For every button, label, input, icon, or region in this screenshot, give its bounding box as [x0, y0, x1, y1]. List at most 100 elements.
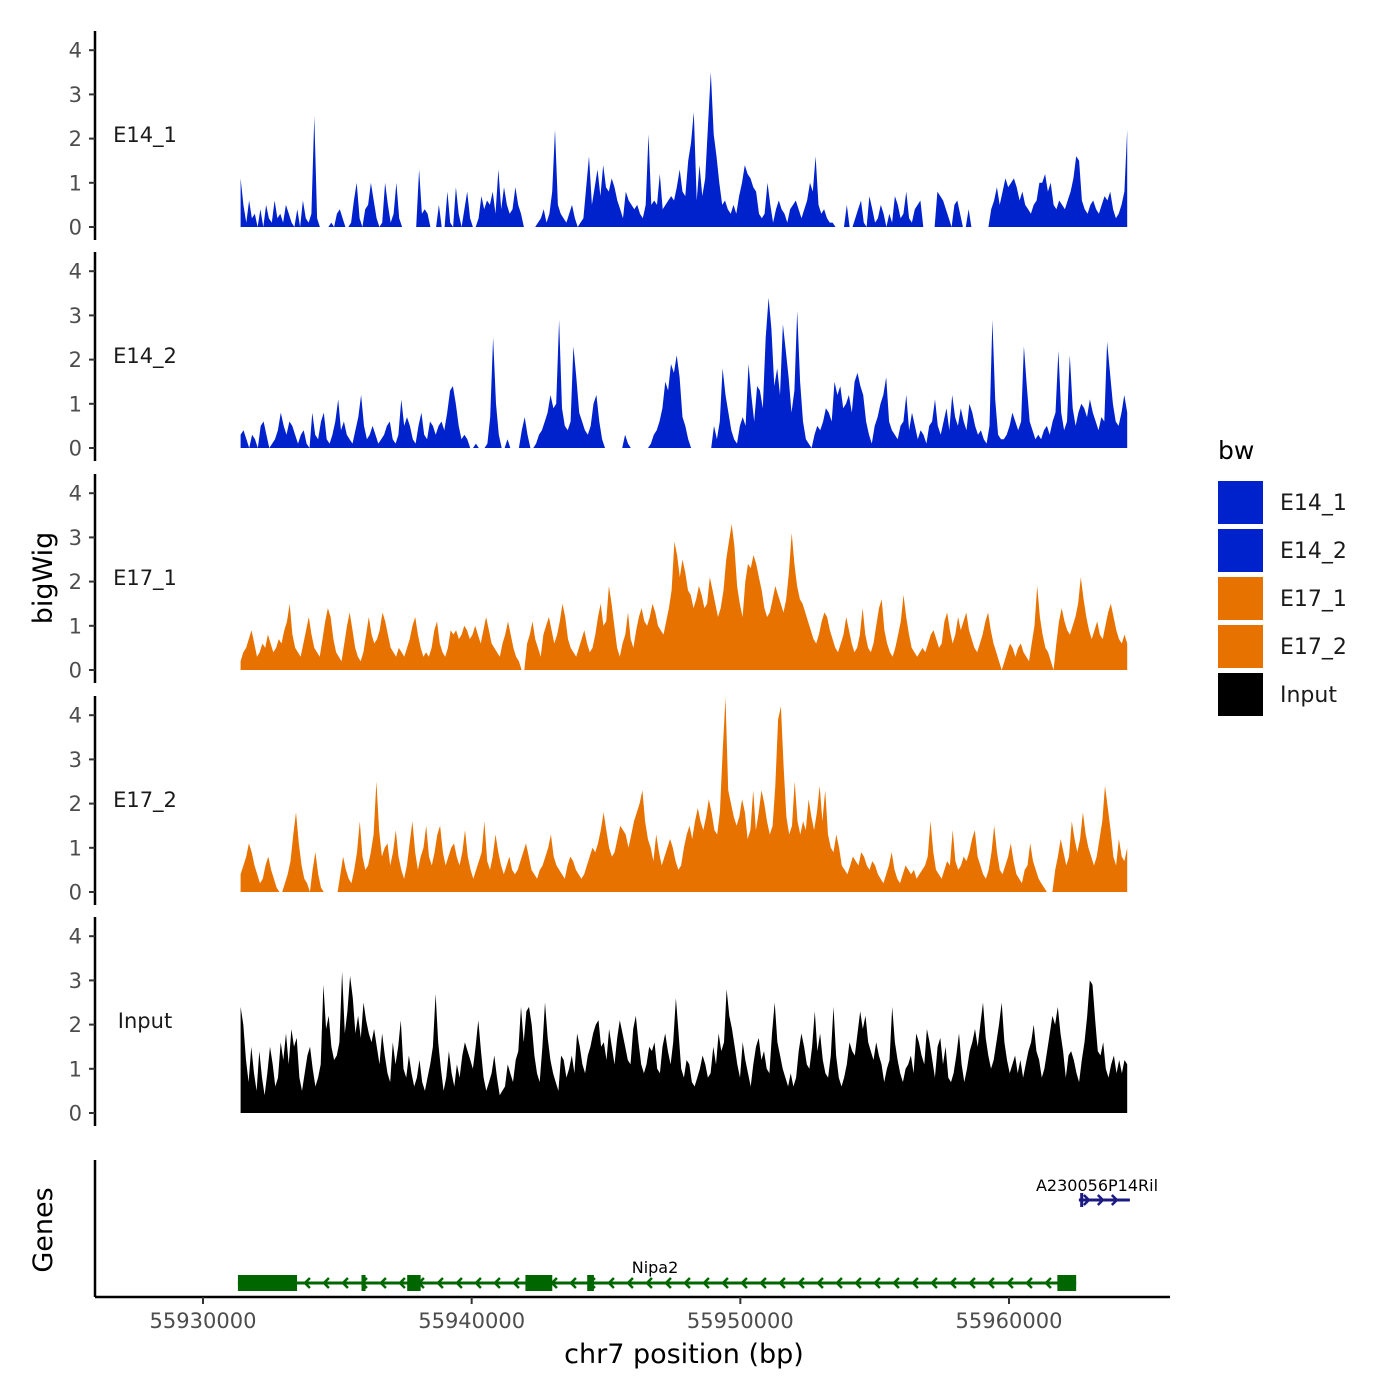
x-tick-label: 55960000: [956, 1309, 1063, 1333]
strand-arrow: [721, 1277, 729, 1289]
strand-arrow: [702, 1277, 710, 1289]
x-axis-title: chr7 position (bp): [564, 1339, 804, 1370]
track-Input: 0 1 2 3 4 Input: [69, 917, 1128, 1126]
strand-arrow: [645, 1277, 653, 1289]
strand-arrow: [1096, 1194, 1105, 1206]
gene-Nipa2: Nipa2: [237, 1258, 1077, 1291]
strand-arrow: [322, 1277, 330, 1289]
signal-area-Input: [240, 971, 1128, 1113]
y-tick-label: 0: [69, 437, 82, 461]
track-E14_2: 0 1 2 3 4 E14_2: [69, 252, 1128, 461]
strand-arrow: [987, 1277, 995, 1289]
x-axis: 55930000 55940000 55950000 55960000: [95, 1295, 1170, 1333]
legend-entry-E17_1: E17_1: [1218, 577, 1347, 620]
strand-arrow: [1025, 1277, 1033, 1289]
signal-area-E14_2: [240, 297, 1128, 448]
strand-arrow: [341, 1277, 349, 1289]
strand-arrow: [949, 1277, 957, 1289]
y-tick-label: 1: [69, 614, 82, 638]
y-tick-label: 1: [69, 171, 82, 195]
gene-label-A230056P14Rik: A230056P14Ril: [1036, 1176, 1158, 1195]
x-tick-label: 55930000: [150, 1309, 257, 1333]
y-tick-label: 1: [69, 836, 82, 860]
strand-arrow: [455, 1277, 463, 1289]
genes-layer: Nipa2 A230056P14Ril: [93, 1160, 1158, 1297]
strand-arrow: [379, 1277, 387, 1289]
strand-arrow: [911, 1277, 919, 1289]
exon: [1057, 1275, 1077, 1291]
y-tick-label: 2: [69, 127, 82, 151]
legend-swatch: [1218, 481, 1263, 524]
strand-arrow: [1006, 1277, 1014, 1289]
exon: [1080, 1193, 1084, 1207]
gene-A230056P14Rik: A230056P14Ril: [1036, 1176, 1158, 1207]
y-tick-label: 2: [69, 570, 82, 594]
y-tick-label: 3: [69, 969, 82, 993]
signal-area-E17_1: [240, 524, 1128, 670]
y-tick-label: 3: [69, 748, 82, 772]
y-tick-label: 0: [69, 1102, 82, 1126]
y-tick-label: 2: [69, 1013, 82, 1037]
y-tick-label: 4: [69, 39, 82, 63]
legend-title: bw: [1218, 436, 1254, 465]
strand-arrow: [1110, 1194, 1119, 1206]
y-tick-label: 3: [69, 526, 82, 550]
track-label-E14_1: E14_1: [113, 123, 177, 148]
legend-label: E14_2: [1280, 539, 1347, 564]
strand-arrow: [1082, 1194, 1091, 1206]
exon: [587, 1275, 594, 1291]
legend-label: E17_1: [1280, 587, 1347, 612]
strand-arrow: [664, 1277, 672, 1289]
exon: [407, 1275, 421, 1291]
legend-label: Input: [1280, 683, 1337, 708]
strand-arrow: [740, 1277, 748, 1289]
strand-arrow: [569, 1277, 577, 1289]
legend-entry-E14_1: E14_1: [1218, 481, 1347, 524]
legend-swatch: [1218, 577, 1263, 620]
y-tick-label: 0: [69, 216, 82, 240]
strand-arrow: [303, 1277, 311, 1289]
y-tick-label: 4: [69, 925, 82, 949]
x-tick-label: 55940000: [418, 1309, 525, 1333]
exon: [237, 1275, 298, 1291]
strand-arrow: [1044, 1277, 1052, 1289]
y-tick-label: 3: [69, 83, 82, 107]
strand-arrow: [512, 1277, 520, 1289]
gene-panel-title: Genes: [28, 1187, 59, 1272]
y-tick-label: 1: [69, 392, 82, 416]
exon: [361, 1275, 366, 1291]
strand-arrow: [398, 1277, 406, 1289]
strand-arrow: [436, 1277, 444, 1289]
track-label-Input: Input: [118, 1009, 172, 1033]
legend-swatch: [1218, 529, 1263, 572]
legend-entry-Input: Input: [1218, 673, 1337, 716]
strand-arrow: [683, 1277, 691, 1289]
strand-arrow: [474, 1277, 482, 1289]
signal-area-E14_1: [240, 72, 1128, 227]
gene-label-Nipa2: Nipa2: [632, 1258, 679, 1277]
track-E14_1: 0 1 2 3 4 E14_1: [69, 31, 1128, 240]
strand-arrow: [493, 1277, 501, 1289]
y-tick-label: 4: [69, 260, 82, 284]
track-E17_1: 0 1 2 3 4 E17_1: [69, 474, 1128, 683]
y-tick-label: 0: [69, 659, 82, 683]
legend: bw E14_1 E14_2 E17_1 E17_2 Input: [1218, 436, 1347, 716]
y-tick-label: 2: [69, 348, 82, 372]
signal-area-E17_2: [240, 697, 1128, 892]
track-label-E14_2: E14_2: [113, 344, 177, 369]
track-label-E17_1: E17_1: [113, 566, 177, 591]
track-E17_2: 0 1 2 3 4 E17_2: [69, 696, 1128, 905]
legend-swatch: [1218, 673, 1263, 716]
strand-arrow: [778, 1277, 786, 1289]
strand-arrow: [968, 1277, 976, 1289]
strand-arrow: [607, 1277, 615, 1289]
legend-label: E14_1: [1280, 491, 1347, 516]
strand-arrow: [626, 1277, 634, 1289]
strand-arrow: [835, 1277, 843, 1289]
x-tick-label: 55950000: [687, 1309, 794, 1333]
strand-arrow: [797, 1277, 805, 1289]
strand-arrow: [816, 1277, 824, 1289]
strand-arrow: [759, 1277, 767, 1289]
y-axis-title: bigWig: [28, 532, 59, 625]
